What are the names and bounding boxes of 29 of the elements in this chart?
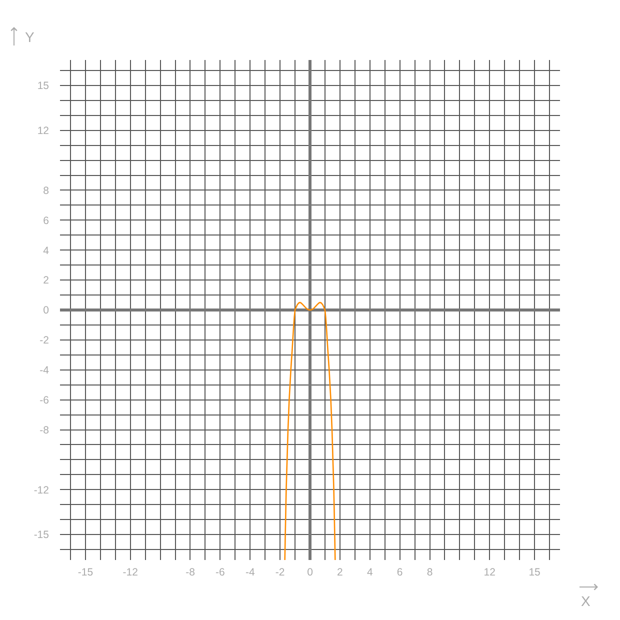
x-tick-label: -8 (186, 566, 196, 578)
y-tick-label: -2 (40, 334, 50, 347)
x-tick-label: 0 (307, 566, 314, 578)
y-tick-label: -12 (34, 484, 50, 496)
y-tick-label: -4 (40, 364, 50, 377)
y-axis-title: Y (25, 29, 35, 45)
y-tick-label: 12 (37, 125, 50, 138)
y-tick-label: -6 (40, 394, 50, 406)
x-tick-label: -2 (275, 566, 285, 578)
x-tick-label: 12 (484, 566, 496, 578)
line-series (284, 302, 336, 560)
x-axis-title: X (581, 593, 591, 609)
x-tick-label: -6 (216, 566, 226, 578)
x-tick-label: 8 (426, 566, 433, 578)
y-tick-label: 2 (43, 274, 50, 287)
y-tick-label: 4 (43, 244, 50, 257)
x-tick-label: 6 (396, 566, 403, 578)
x-tick-label: 2 (337, 566, 344, 578)
x-tick-label: 15 (528, 566, 541, 578)
y-tick-label: 0 (43, 304, 50, 317)
x-tick-label: -12 (122, 566, 138, 578)
y-tick-label: 6 (43, 214, 50, 227)
x-tick-label: -15 (78, 566, 94, 578)
y-tick-label: -15 (34, 529, 50, 542)
y-tick-label: -8 (40, 424, 50, 436)
y-tick-label: 15 (37, 80, 50, 92)
x-tick-label: 4 (366, 566, 373, 578)
y-tick-label: 8 (43, 184, 50, 197)
x-tick-label: -4 (245, 566, 255, 578)
